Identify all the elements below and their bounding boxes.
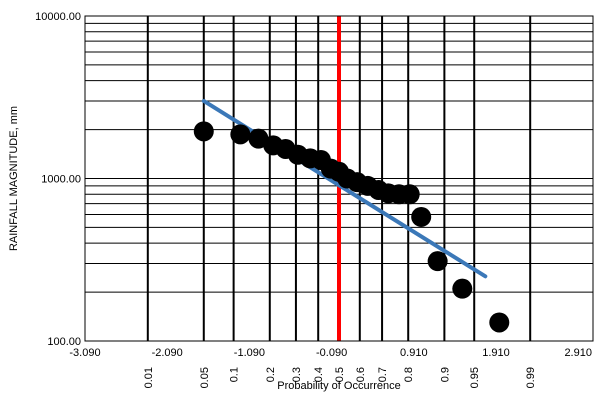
x-tick-label: 1.910 <box>482 347 510 359</box>
x-axis-label: Probability of Occurrence <box>277 380 401 392</box>
x-tick-label: -0.090 <box>316 347 347 359</box>
x-axis-tick-labels: -3.090 -2.090 -1.090 -0.090 0.910 1.910 2.910 <box>69 347 592 359</box>
data-point <box>411 206 432 227</box>
x-tick-label: -3.090 <box>69 347 100 359</box>
data-point <box>193 121 214 142</box>
probability-tick-label: 0.2 <box>265 367 277 382</box>
probability-tick-label: 0.05 <box>199 367 211 388</box>
probability-tick-label: 0.99 <box>525 367 537 388</box>
data-point <box>489 312 510 333</box>
trend-line-group <box>201 98 488 279</box>
probability-tick-labels: 0.01 0.05 0.1 0.2 0.3 0.4 0.5 0.6 0.7 0.8 0.9 0.95 0… <box>143 367 537 388</box>
data-points <box>193 121 510 333</box>
x-tick-label: 2.910 <box>564 347 592 359</box>
trend-line <box>201 98 488 279</box>
probability-tick-label: 0.4 <box>313 367 325 382</box>
probability-tick-label: 0.01 <box>143 367 155 388</box>
plot-area-frame <box>84 15 594 342</box>
probability-tick-label: 0.9 <box>439 367 451 382</box>
probability-tick-label: 0.6 <box>355 367 367 382</box>
data-point <box>452 278 473 299</box>
probability-tick-label: 0.5 <box>334 367 346 382</box>
x-tick-label: -2.090 <box>152 347 183 359</box>
x-tick-label: -1.090 <box>234 347 265 359</box>
y-tick-label: 100.00 <box>47 336 81 348</box>
data-point <box>230 124 251 145</box>
probability-tick-label: 0.3 <box>291 367 303 382</box>
data-point <box>427 251 448 272</box>
y-tick-label: 10000.00 <box>35 11 81 23</box>
probability-tick-label: 0.1 <box>229 367 241 382</box>
probability-tick-label: 0.8 <box>403 367 415 382</box>
y-tick-label: 1000.00 <box>41 174 81 186</box>
y-axis-label: RAINFALL MAGNITUDE, mm <box>8 106 20 251</box>
probability-tick-label: 0.7 <box>377 367 389 382</box>
probability-tick-label: 0.95 <box>469 367 481 388</box>
x-tick-label: 0.910 <box>400 347 428 359</box>
y-axis-tick-labels: 100.00 1000.00 10000.00 <box>35 11 81 348</box>
data-point <box>399 184 420 205</box>
